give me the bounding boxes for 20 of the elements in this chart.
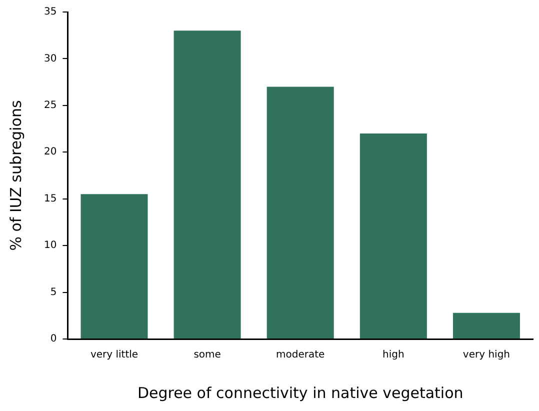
y-tick-label: 10 [44,240,57,252]
y-tick-label: 25 [44,100,57,112]
y-tick-label: 30 [44,53,57,64]
x-tick-label: very high [462,350,510,361]
y-tick-label: 0 [50,334,57,345]
bar [452,312,520,338]
x-axis-title: Degree of connectivity in native vegetation [137,384,464,402]
x-tick-label: some [194,350,221,361]
bar [266,86,334,338]
y-tick-label: 20 [44,146,57,158]
x-tick-label: high [382,350,404,361]
y-tick-label: 5 [50,286,57,298]
x-tick-label: very little [90,350,138,361]
y-tick-label: 15 [44,193,57,204]
x-tick-label: moderate [276,350,325,361]
y-tick-label: 35 [44,6,57,18]
bar [174,30,241,338]
y-axis-title: % of IUZ subregions [6,100,25,251]
bar [80,194,148,338]
bar [360,133,427,338]
